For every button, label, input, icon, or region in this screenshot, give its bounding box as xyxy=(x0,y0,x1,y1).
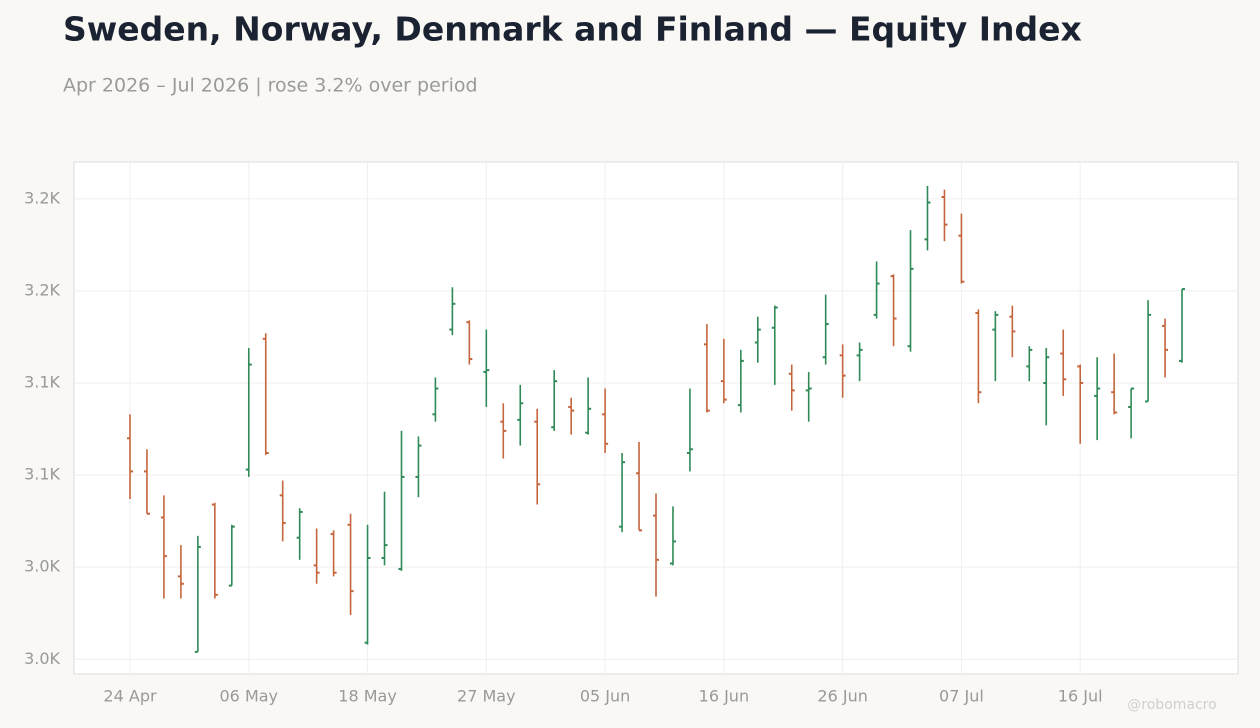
y-tick-label: 3.0K xyxy=(24,557,60,576)
x-tick-label: 16 Jun xyxy=(699,687,749,706)
x-tick-label: 06 May xyxy=(220,687,279,706)
y-tick-label: 3.0K xyxy=(24,649,60,668)
y-tick-label: 3.2K xyxy=(24,188,60,207)
watermark: @robomacro xyxy=(1127,697,1216,713)
chart-title: Sweden, Norway, Denmark and Finland — Eq… xyxy=(63,10,1082,49)
y-tick-label: 3.1K xyxy=(24,373,60,392)
x-tick-label: 27 May xyxy=(457,687,516,706)
x-tick-label: 18 May xyxy=(338,687,397,706)
x-tick-label: 24 Apr xyxy=(103,687,157,706)
y-tick-label: 3.1K xyxy=(24,465,60,484)
x-tick-label: 07 Jul xyxy=(939,687,984,706)
x-tick-label: 16 Jul xyxy=(1058,687,1103,706)
x-tick-label: 05 Jun xyxy=(580,687,630,706)
chart-subtitle: Apr 2026 – Jul 2026 | rose 3.2% over per… xyxy=(63,75,478,97)
y-tick-label: 3.2K xyxy=(24,280,60,299)
x-tick-label: 26 Jun xyxy=(817,687,867,706)
